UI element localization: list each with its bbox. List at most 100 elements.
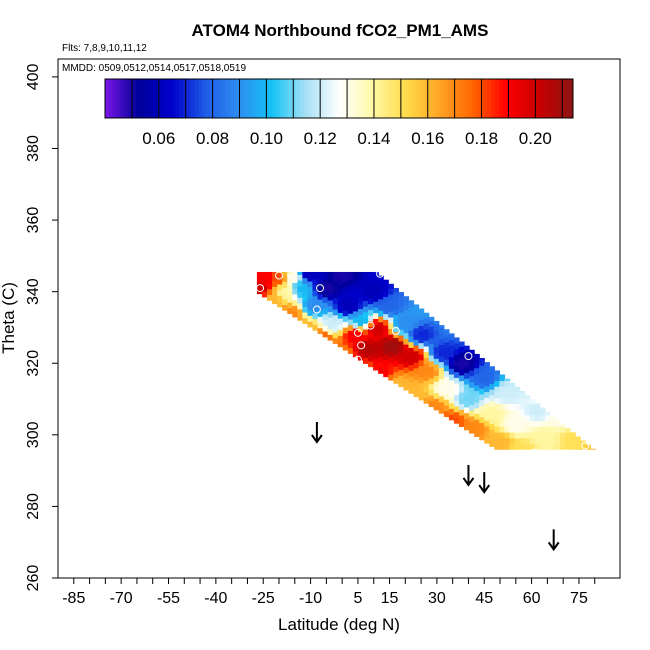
colorbar-band [553, 79, 558, 118]
heatmap-cell [464, 401, 470, 408]
heatmap-cell [307, 292, 314, 299]
heatmap-cell [494, 420, 500, 427]
heatmap-cell [539, 414, 546, 422]
heatmap-cell [499, 426, 506, 433]
heatmap-cell [413, 390, 420, 398]
heatmap-cell [368, 320, 374, 328]
heatmap-cell [443, 387, 450, 395]
heatmap-cell [373, 301, 379, 308]
heatmap-cell [469, 381, 475, 388]
heatmap-cell [469, 370, 475, 377]
heatmap-cell [327, 271, 334, 278]
colorbar-band [186, 79, 192, 118]
heatmap-cell [363, 306, 369, 313]
heatmap-cell [363, 357, 369, 364]
heatmap-cell [529, 437, 536, 445]
heatmap-cell [423, 363, 430, 370]
colorbar-band [561, 79, 566, 118]
heatmap-cell [383, 359, 389, 366]
sample-marker [376, 269, 385, 278]
heatmap-cell [514, 437, 521, 445]
heatmap-cell [317, 316, 324, 323]
heatmap-cell [282, 275, 288, 283]
heatmap-cell [554, 437, 561, 445]
heatmap-cell [443, 404, 450, 412]
heatmap-cell [504, 380, 511, 387]
heatmap-cell [378, 356, 384, 363]
heatmap-cell [403, 332, 410, 339]
heatmap-cell [448, 402, 455, 409]
heatmap-cell [337, 306, 344, 313]
heatmap-cell [534, 420, 541, 427]
heatmap-cell [469, 410, 475, 417]
heatmap-cell [433, 335, 440, 342]
heatmap-cell [398, 334, 405, 342]
heatmap-cell [560, 443, 566, 450]
heatmap-cell [378, 338, 384, 346]
colorbar-band [459, 79, 465, 118]
heatmap-cell [388, 356, 394, 364]
heatmap-cell [322, 296, 329, 303]
colorbar-band [105, 79, 110, 118]
heatmap-cell [357, 302, 364, 310]
heatmap-cell [458, 346, 465, 353]
heatmap-cell [363, 294, 369, 301]
colorbar-band [124, 79, 129, 118]
heatmap-cell [474, 353, 480, 357]
heatmap-cell [378, 281, 384, 288]
heatmap-cell [504, 386, 511, 393]
heatmap-cell [383, 365, 389, 372]
heatmap-cell [403, 355, 410, 362]
heatmap-cell [479, 416, 485, 424]
colorbar-band [206, 79, 211, 118]
heatmap-cell [549, 420, 556, 427]
heatmap-cell [539, 426, 546, 433]
heatmap-cell [438, 344, 445, 351]
heatmap-cell [464, 378, 470, 385]
colorbar-band [526, 79, 531, 118]
heatmap-cell [484, 391, 490, 398]
heatmap-cell [448, 356, 455, 364]
heatmap-cell [458, 380, 465, 387]
heatmap-cell [479, 428, 485, 435]
heatmap-cell [469, 421, 475, 428]
heatmap-cell [489, 371, 495, 379]
heatmap-cell [297, 291, 303, 298]
x-tick-label: 5 [353, 590, 362, 607]
colorbar-band [214, 79, 219, 118]
heatmap-cell [393, 297, 399, 304]
heatmap-cell [453, 360, 460, 367]
y-tick-label: 400 [25, 63, 42, 90]
sample-marker [312, 305, 321, 314]
heatmap-cell [378, 350, 384, 357]
heatmap-cell [464, 355, 470, 362]
heatmap-cell [469, 427, 475, 434]
heatmap-cell [560, 426, 566, 433]
heatmap-cell [544, 411, 551, 416]
colorbar-band [498, 79, 504, 118]
heatmap-cell [484, 379, 490, 387]
heatmap-cell [378, 304, 384, 311]
heatmap-cell [428, 366, 435, 373]
heatmap-cell [368, 332, 374, 339]
heatmap-cell [448, 333, 455, 335]
colorbar-tick-label: 0.08 [196, 129, 229, 148]
heatmap-cell [327, 294, 334, 301]
colorbar-band [323, 79, 328, 118]
sample-marker [275, 271, 284, 280]
heatmap-cell [373, 318, 379, 325]
heatmap-cell [433, 346, 440, 354]
heatmap-cell [433, 392, 440, 399]
colorbar-band [378, 79, 383, 118]
heatmap-cell [534, 431, 541, 439]
sample-marker [256, 284, 265, 293]
colorbar-band [393, 79, 398, 118]
heatmap-cell [277, 301, 283, 308]
heatmap-cell [438, 361, 445, 368]
heatmap-cell [327, 334, 334, 341]
heatmap-cell [357, 274, 364, 281]
colorbar-band [245, 79, 250, 118]
heatmap-cell [322, 271, 329, 275]
heatmap-cell [524, 426, 531, 433]
heatmap-cell [373, 278, 379, 285]
